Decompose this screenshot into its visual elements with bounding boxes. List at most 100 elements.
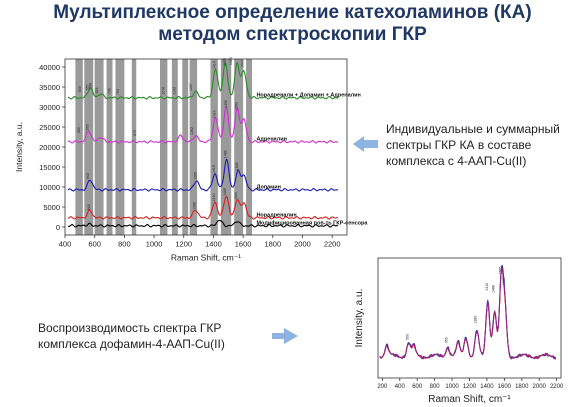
inset-x-tick-label-10: 2200 xyxy=(550,384,564,390)
main-highlight-band-11 xyxy=(220,59,232,235)
main-x-tick-label-2: 800 xyxy=(118,240,131,249)
slide-title-line-2: методом спектроскопии ГКР xyxy=(158,24,427,45)
main-peak-label-10: 1480 xyxy=(222,58,226,66)
inset-x-tick-label-8: 1800 xyxy=(515,384,529,390)
main-highlight-band-10 xyxy=(210,59,218,235)
main-y-tick-label-0: 0 xyxy=(56,223,60,232)
main-peak-label-16: 1262 xyxy=(190,127,194,135)
main-x-tick-label-5: 1400 xyxy=(205,240,222,249)
main-highlight-band-1 xyxy=(84,59,94,235)
main-highlight-band-6 xyxy=(159,59,168,235)
main-peak-label-18: 1490 xyxy=(224,100,228,108)
main-peak-label-4: 706 xyxy=(107,88,111,94)
inset-y-axis-label: Intensity, a.u. xyxy=(354,289,365,348)
main-peak-label-12: 1603 xyxy=(241,60,245,68)
main-y-axis-label: Intensity, a.u. xyxy=(14,122,24,172)
main-peak-label-1: 557 xyxy=(85,84,89,90)
main-series-line-4 xyxy=(67,61,339,100)
inset-x-tick-label-3: 800 xyxy=(430,384,441,390)
main-highlight-band-0 xyxy=(75,59,83,235)
main-peak-label-19: 1563 xyxy=(235,102,239,110)
main-peak-label-25: 568 xyxy=(87,204,91,210)
main-x-tick-label-8: 2000 xyxy=(294,240,311,249)
inset-peak-label-2: 1280 xyxy=(474,316,478,324)
note-bottom-line-1: Воспроизводимость спектра ГКР xyxy=(38,321,222,335)
main-x-tick-label-6: 1600 xyxy=(235,240,252,249)
main-highlight-band-12 xyxy=(234,59,244,235)
main-peak-label-8: 1257 xyxy=(189,83,193,91)
inset-peak-label-6: 1605 xyxy=(502,277,506,285)
main-y-tick-label-1: 5000 xyxy=(43,203,60,212)
main-x-tick-label-9: 2200 xyxy=(324,240,341,249)
main-series-line-1 xyxy=(67,195,339,220)
main-peak-label-2: 580 xyxy=(89,83,93,89)
main-series-label-1: Норадреналин xyxy=(256,213,296,219)
note-bottom-line-2: комплекса дофамин-4-ААП-Cu(II) xyxy=(38,337,225,351)
main-peak-label-29: 1560 xyxy=(234,192,238,200)
main-highlight-band-2 xyxy=(94,59,104,235)
arrow-left-icon xyxy=(353,136,378,152)
main-highlight-band-8 xyxy=(182,59,189,235)
inset-x-tick-label-1: 400 xyxy=(395,384,406,390)
slide-title: Мультиплексное определение катехоламинов… xyxy=(0,2,585,46)
main-peak-label-9: 1414 xyxy=(213,61,217,69)
main-x-tick-label-1: 600 xyxy=(88,240,101,249)
main-y-tick-label-6: 30000 xyxy=(39,103,60,112)
main-highlight-band-7 xyxy=(171,59,178,235)
inset-series-line-2 xyxy=(379,266,557,360)
main-y-tick-label-2: 10000 xyxy=(39,183,60,192)
main-peak-label-15: 879 xyxy=(133,130,137,136)
main-highlight-band-4 xyxy=(115,59,125,235)
main-series-line-2 xyxy=(67,158,339,192)
main-series-label-4: Норадренали + Допамин + Адреналин xyxy=(256,93,360,99)
inset-x-tick-label-6: 1400 xyxy=(480,384,494,390)
inset-peak-label-4: 1488 xyxy=(492,285,496,293)
inset-peak-label-1: 950 xyxy=(445,337,449,343)
main-peak-label-3: 622 xyxy=(95,88,99,94)
main-peak-label-0: 509 xyxy=(78,86,82,92)
main-series-label-3: Адреналин xyxy=(256,137,286,143)
main-peak-label-28: 1486 xyxy=(223,188,227,196)
main-x-tick-label-3: 1000 xyxy=(146,240,163,249)
main-peak-label-11: 1526 xyxy=(229,57,233,65)
main-peak-label-20: 563 xyxy=(86,173,90,179)
note-top-line-1: Индивидуальные и суммарный xyxy=(386,122,560,136)
main-y-tick-label-3: 15000 xyxy=(39,163,60,172)
main-peak-label-13: 500 xyxy=(77,127,81,133)
main-y-tick-label-5: 25000 xyxy=(39,123,60,132)
main-series-label-0: Модифицированная пов-ть ГКР-сенсора xyxy=(256,220,368,227)
main-x-tick-label-4: 1200 xyxy=(175,240,192,249)
inset-x-tick-label-4: 1000 xyxy=(445,384,459,390)
main-y-tick-label-4: 20000 xyxy=(39,143,60,152)
main-peak-label-7: 1143 xyxy=(172,87,176,95)
main-peak-label-21: 1285 xyxy=(193,172,197,180)
note-bottom: Воспроизводимость спектра ГКР комплекса … xyxy=(38,320,225,352)
arrow-right-icon xyxy=(272,328,298,344)
main-highlight-band-3 xyxy=(106,59,113,235)
inset-x-tick-label-5: 1200 xyxy=(463,384,477,390)
main-x-axis-label: Raman Shift, cm⁻¹ xyxy=(171,253,241,263)
main-y-tick-label-8: 40000 xyxy=(39,63,60,72)
inset-x-tick-label-0: 200 xyxy=(377,384,388,390)
inset-plot-frame xyxy=(377,257,562,379)
main-highlight-band-5 xyxy=(131,59,137,235)
note-top-line-3: комплекса с 4-ААП-Cu(II) xyxy=(386,154,527,168)
main-peak-label-24: 1565 xyxy=(235,162,239,170)
main-peak-label-5: 763 xyxy=(116,89,120,95)
inset-peak-label-3: 1410 xyxy=(485,283,489,291)
main-series-line-0 xyxy=(67,219,339,228)
main-peak-label-27: 1410 xyxy=(212,194,216,202)
slide-title-line-1: Мультиплексное определение катехоламинов… xyxy=(53,2,532,23)
main-y-tick-label-7: 35000 xyxy=(39,83,60,92)
inset-peak-label-5: 1565 xyxy=(498,267,502,275)
main-x-tick-label-0: 400 xyxy=(59,240,72,249)
inset-x-tick-label-7: 1600 xyxy=(498,384,512,390)
main-series-label-2: Допамин xyxy=(256,185,281,191)
main-peak-label-17: 1414 xyxy=(213,110,217,118)
note-top-line-2: спектры ГКР КА в составе xyxy=(386,138,532,152)
inset-x-tick-label-2: 600 xyxy=(412,384,423,390)
inset-x-tick-label-9: 2000 xyxy=(533,384,547,390)
main-peak-label-14: 560 xyxy=(86,124,90,130)
inset-peak-label-0: 500 xyxy=(406,334,410,340)
